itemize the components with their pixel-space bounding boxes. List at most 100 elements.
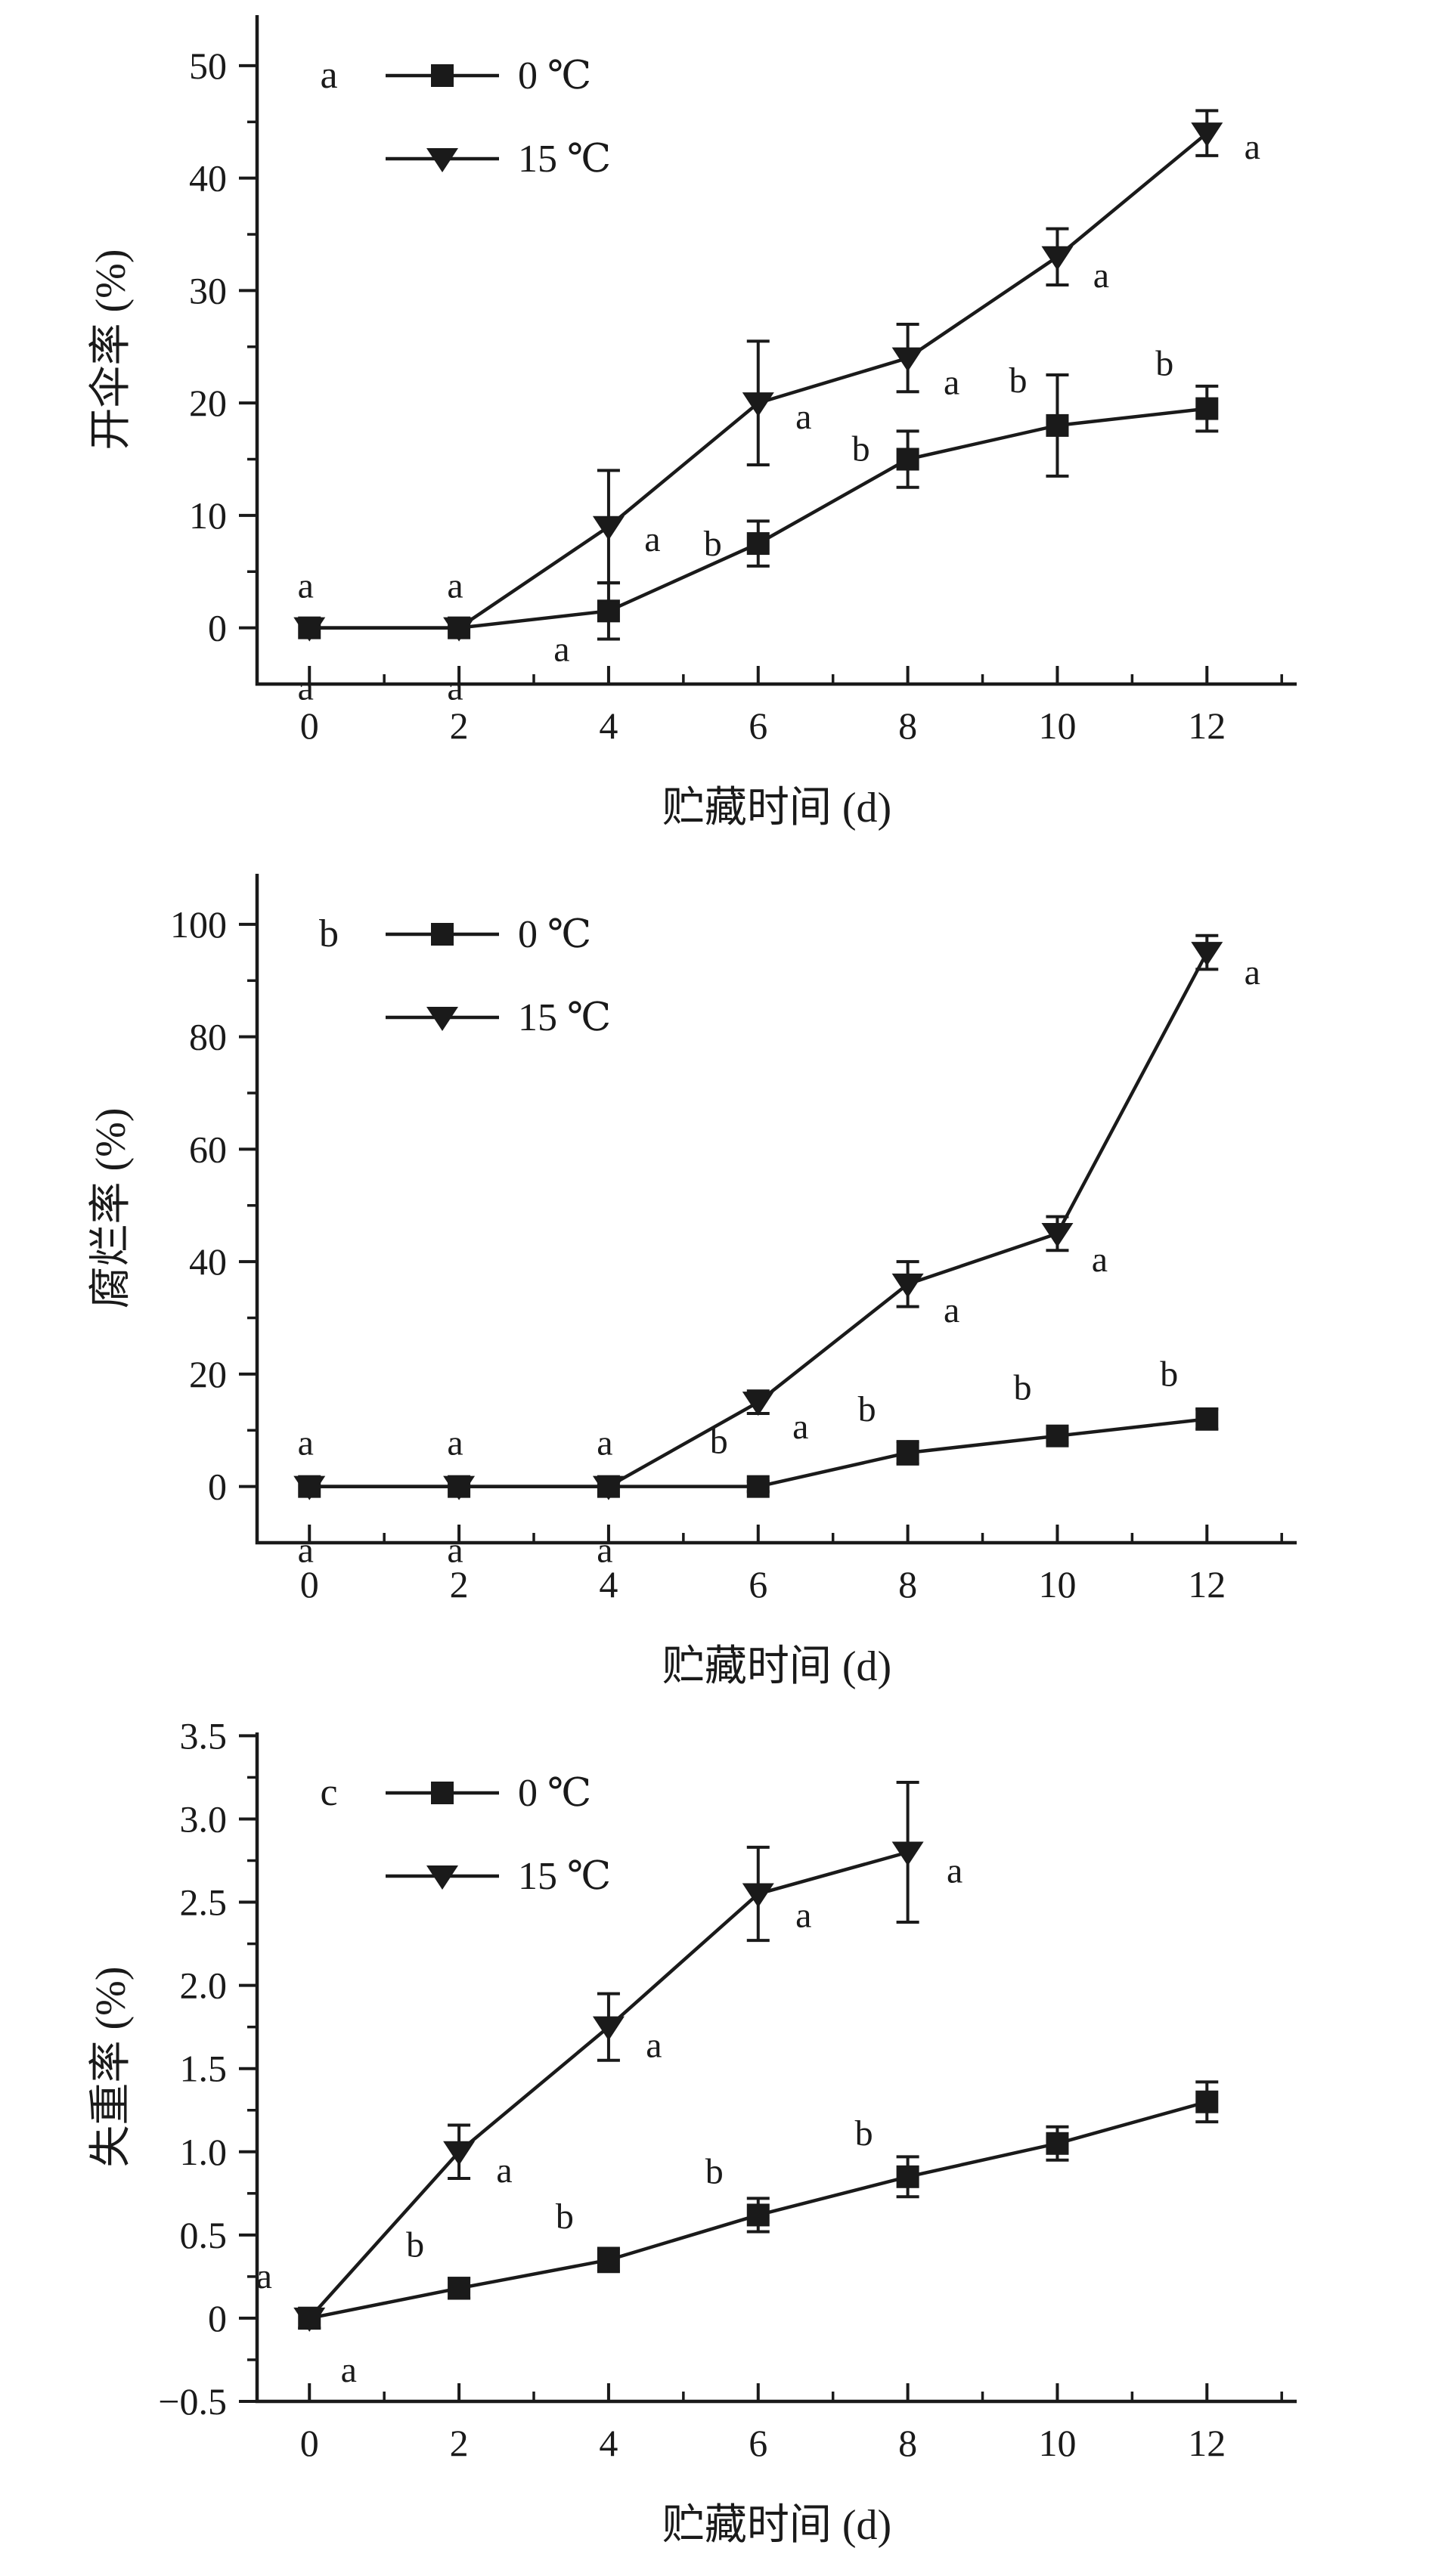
panel-letter-label: a bbox=[320, 54, 337, 97]
axes: 0 2 4 6 8 10 12 0 10 20 30 40 50 bbox=[189, 15, 1297, 747]
x-tick-label: 6 bbox=[749, 704, 767, 747]
data-point-marker bbox=[597, 599, 620, 623]
significance-letter: a bbox=[553, 629, 569, 669]
significance-letter: a bbox=[1245, 127, 1260, 167]
significance-letter: b bbox=[1160, 1354, 1178, 1394]
significance-letter: a bbox=[298, 566, 314, 606]
y-tick-label: 60 bbox=[189, 1128, 227, 1170]
series-0c bbox=[298, 2080, 1219, 2330]
significance-letter: a bbox=[447, 668, 463, 708]
x-axis-label: 贮藏时间 (d) bbox=[662, 2502, 891, 2549]
y-tick-label: 10 bbox=[189, 494, 227, 537]
y-axis-label: 开伞率 (%) bbox=[88, 249, 135, 450]
y-tick-label: 40 bbox=[189, 157, 227, 200]
significance-letter: a bbox=[795, 1896, 811, 1936]
data-point-marker bbox=[746, 532, 770, 556]
significance-letter: a bbox=[792, 1407, 808, 1447]
y-tick-label: 100 bbox=[170, 903, 227, 946]
panel-letter-label: c bbox=[320, 1771, 337, 1814]
x-tick-label: 0 bbox=[300, 2422, 319, 2464]
x-tick-label: 0 bbox=[300, 1563, 319, 1605]
data-point-marker bbox=[742, 392, 774, 417]
x-tick-label: 10 bbox=[1038, 704, 1076, 747]
x-tick-label: 2 bbox=[450, 2422, 469, 2464]
significance-letter: a bbox=[597, 1531, 612, 1571]
legend-entry-label: 0 ℃ bbox=[518, 1772, 591, 1815]
data-point-marker bbox=[742, 1883, 774, 1908]
data-point-marker bbox=[298, 1475, 321, 1498]
data-point-marker bbox=[1046, 1424, 1069, 1447]
x-tick-label: 2 bbox=[450, 1563, 469, 1605]
x-tick-label: 2 bbox=[450, 704, 469, 747]
legend-triangle-down-icon bbox=[426, 1007, 458, 1031]
data-point-marker bbox=[891, 1841, 924, 1866]
x-tick-label: 12 bbox=[1188, 1563, 1226, 1605]
y-axis-label: 失重率 (%) bbox=[88, 1967, 135, 2168]
axis-frame bbox=[255, 15, 1297, 686]
data-point-marker bbox=[1195, 397, 1219, 420]
x-tick-label: 10 bbox=[1038, 2422, 1076, 2464]
data-point-marker bbox=[1041, 246, 1074, 271]
legend-entry-label: 0 ℃ bbox=[518, 54, 591, 98]
y-tick-label: 3.0 bbox=[180, 1797, 228, 1840]
legend-entry-label: 0 ℃ bbox=[518, 913, 591, 956]
legend-entry-label: 15 ℃ bbox=[518, 138, 611, 181]
x-tick-label: 4 bbox=[599, 704, 618, 747]
significance-letter: a bbox=[298, 1531, 314, 1571]
axis-frame bbox=[255, 874, 1297, 1545]
legend: c 0 ℃ 15 ℃ bbox=[320, 1771, 611, 1898]
data-point-marker bbox=[448, 616, 471, 639]
significance-letter: b bbox=[1155, 344, 1173, 384]
significance-letter: b bbox=[710, 1422, 728, 1462]
data-point-marker bbox=[597, 1475, 620, 1498]
legend-square-icon bbox=[431, 923, 454, 946]
significance-letter: a bbox=[298, 1423, 314, 1463]
y-tick-label: 20 bbox=[189, 1353, 227, 1395]
significance-letter: a bbox=[947, 1851, 962, 1891]
significance-letter: b bbox=[855, 2113, 873, 2153]
significance-letter: a bbox=[944, 1290, 959, 1330]
data-point-marker bbox=[1195, 1407, 1219, 1431]
significance-letter: a bbox=[496, 2150, 512, 2191]
significance-letter: b bbox=[858, 1389, 876, 1429]
chart-svg-panel-b: 0 2 4 6 8 10 12 0 20 40 60 80 100 腐烂率 (%) 贮藏时间 (d) b 0 ℃… bbox=[0, 859, 1429, 1717]
legend-square-icon bbox=[431, 1782, 454, 1804]
y-tick-label: 80 bbox=[189, 1016, 227, 1058]
y-tick-label: 1.0 bbox=[180, 2131, 228, 2173]
x-tick-label: 4 bbox=[599, 2422, 618, 2464]
x-tick-label: 12 bbox=[1188, 2422, 1226, 2464]
y-axis-label: 腐烂率 (%) bbox=[88, 1108, 135, 1309]
significance-letter: a bbox=[597, 1423, 612, 1463]
significance-letters: a a b a b a b a b a bbox=[256, 1851, 963, 2390]
data-point-marker bbox=[592, 516, 625, 540]
x-tick-label: 8 bbox=[898, 704, 917, 747]
axes: 0 2 4 6 8 10 12 −0.5 0 0.5 1.0 1.5 2.0 2.5 3.0 3.5 bbox=[158, 1717, 1297, 2464]
significance-letter: b bbox=[1009, 361, 1027, 401]
data-point-marker bbox=[896, 2165, 919, 2188]
y-tick-label: 0 bbox=[208, 1466, 227, 1508]
legend-triangle-down-icon bbox=[426, 148, 458, 172]
y-tick-label: 2.0 bbox=[180, 1965, 228, 2007]
y-tick-label: 0 bbox=[208, 607, 227, 649]
data-point-marker bbox=[298, 2306, 321, 2330]
significance-letter: a bbox=[644, 519, 660, 559]
axes: 0 2 4 6 8 10 12 0 20 40 60 80 100 bbox=[170, 874, 1297, 1605]
data-point-marker bbox=[1191, 122, 1223, 147]
data-point-marker bbox=[896, 447, 919, 471]
data-point-marker bbox=[891, 1273, 924, 1298]
significance-letter: a bbox=[447, 566, 463, 606]
significance-letter: a bbox=[646, 2026, 662, 2066]
x-tick-label: 8 bbox=[898, 1563, 917, 1605]
data-point-marker bbox=[1191, 942, 1223, 967]
x-tick-label: 6 bbox=[749, 2422, 767, 2464]
y-tick-label: 0 bbox=[208, 2297, 227, 2339]
y-tick-label: 20 bbox=[189, 382, 227, 424]
panel-letter-label: b bbox=[319, 912, 339, 955]
data-point-marker bbox=[746, 1475, 770, 1498]
x-tick-label: 4 bbox=[599, 1563, 618, 1605]
data-point-marker bbox=[1046, 2132, 1069, 2155]
legend-entry-label: 15 ℃ bbox=[518, 996, 611, 1039]
data-point-marker bbox=[896, 1441, 919, 1465]
data-point-marker bbox=[1046, 413, 1069, 437]
data-point-marker bbox=[592, 2016, 625, 2041]
